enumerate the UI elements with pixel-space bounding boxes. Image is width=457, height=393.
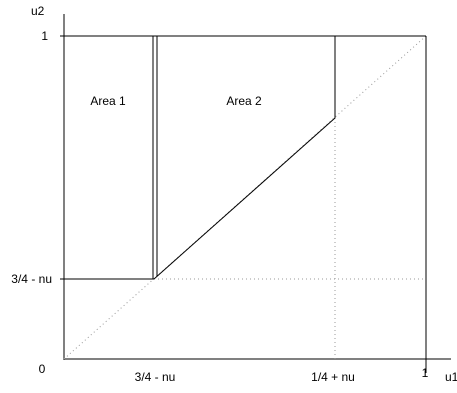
y-tick-one: 1 (41, 29, 48, 43)
area1-label: Area 1 (90, 94, 126, 108)
x-tick-one: 1 (422, 366, 429, 380)
x-tick-low: 3/4 - nu (135, 370, 176, 384)
diagonal-dotted-line (63, 35, 427, 360)
y-tick-low: 3/4 - nu (11, 272, 52, 286)
x-tick-zero: 0 (39, 362, 46, 376)
area2-label: Area 2 (226, 94, 262, 108)
area2-diagonal-edge (153, 117, 336, 280)
x-tick-high: 1/4 + nu (311, 370, 355, 384)
x-axis-label: u1 (445, 370, 457, 384)
y-axis-label: u2 (31, 4, 45, 18)
